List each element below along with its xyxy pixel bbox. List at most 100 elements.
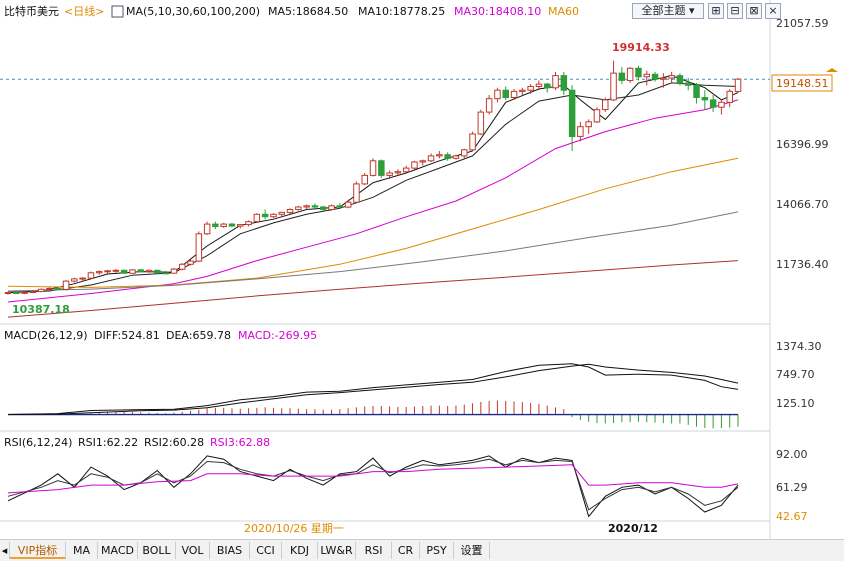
rsi-line-rsi3 <box>7 464 739 494</box>
candle-body <box>112 269 120 272</box>
tab-cci[interactable]: CCI <box>250 542 282 559</box>
candle-body <box>62 280 70 290</box>
price-tick: 21057.59 <box>776 17 829 30</box>
tab-bias[interactable]: BIAS <box>210 542 250 559</box>
candle-body <box>129 269 136 274</box>
candle-body <box>676 75 684 84</box>
ma-toggle-icon[interactable] <box>111 5 124 18</box>
ma30-value: MA30:18408.10 <box>454 5 541 18</box>
candle-body <box>701 97 709 101</box>
candle-body <box>87 272 95 279</box>
candle-body <box>79 277 86 280</box>
candle-body <box>477 111 485 135</box>
macd-tick: 1374.30 <box>776 340 822 353</box>
candle-body <box>510 90 518 99</box>
candle-body <box>651 73 659 80</box>
instrument-title: 比特币美元 <box>4 4 59 18</box>
candle-body <box>96 271 103 274</box>
macd-diff: DIFF:524.81 <box>94 329 160 342</box>
candle-body <box>328 205 335 211</box>
tab-vip[interactable]: VIP指标 <box>10 542 66 559</box>
candle-body <box>353 183 360 203</box>
settings-icon[interactable]: ⊠ <box>746 3 762 19</box>
tab-scroll-left[interactable]: ◂ <box>0 542 10 559</box>
candle-body <box>195 233 203 262</box>
candle-body <box>693 84 700 99</box>
candle-body <box>734 78 742 92</box>
candle-body <box>685 82 692 86</box>
candle-body <box>286 209 294 213</box>
candle-body <box>469 133 476 151</box>
tab-vol[interactable]: VOL <box>176 542 210 559</box>
rsi-panel[interactable] <box>7 455 739 518</box>
price-panel[interactable] <box>0 60 770 318</box>
period-label[interactable]: <日线> <box>64 4 104 18</box>
candle-body <box>485 98 493 113</box>
rsi3-value: RSI3:62.88 <box>210 436 270 449</box>
ma-line-ma60 <box>7 157 739 288</box>
rsi1-value: RSI1:62.22 <box>78 436 138 449</box>
ma-line-ma100 <box>7 211 739 292</box>
price-arrow-icon <box>826 68 838 72</box>
candle-body <box>278 211 285 215</box>
tab-psy[interactable]: PSY <box>420 542 454 559</box>
tab-lwr[interactable]: LW&R <box>318 542 356 559</box>
candle-body <box>519 89 526 92</box>
candle-body <box>527 86 534 91</box>
candle-body <box>660 77 667 80</box>
current-price: 19148.51 <box>776 77 829 90</box>
macd-tick: 749.70 <box>776 368 815 381</box>
candle-body <box>187 260 194 265</box>
current-price-box <box>771 74 833 92</box>
candle-body <box>29 291 37 293</box>
candle-body <box>452 155 460 159</box>
candle-body <box>4 292 12 294</box>
candle-body <box>320 206 327 210</box>
tab-boll[interactable]: BOLL <box>138 542 176 559</box>
candle-body <box>544 83 551 89</box>
close-icon[interactable]: × <box>765 3 781 19</box>
candle-body <box>668 75 675 79</box>
candle-body <box>203 223 211 235</box>
grid-icon[interactable]: ⊞ <box>708 3 724 19</box>
candle-body <box>411 161 418 169</box>
candle-body <box>577 126 584 137</box>
price-tick: 16396.99 <box>776 138 829 151</box>
macd-value: MACD:-269.95 <box>238 329 317 342</box>
macd-line-dea <box>7 363 739 415</box>
tab-rsi[interactable]: RSI <box>356 542 392 559</box>
rsi-line-rsi2 <box>7 458 739 511</box>
macd-panel[interactable] <box>7 363 739 429</box>
candle-body <box>253 213 261 223</box>
candle-body <box>626 67 634 82</box>
candle-body <box>162 272 169 275</box>
candle-body <box>427 155 435 162</box>
candle-body <box>237 224 244 227</box>
tab-settings[interactable]: 设置 <box>454 542 490 559</box>
candle-body <box>535 83 543 87</box>
candle-body <box>394 171 402 174</box>
tab-kdj[interactable]: KDJ <box>282 542 318 559</box>
candle-body <box>303 205 310 208</box>
tab-ma[interactable]: MA <box>66 542 98 559</box>
candle-body <box>552 75 559 89</box>
rsi2-value: RSI2:60.28 <box>144 436 204 449</box>
chevron-down-icon: ▾ <box>688 4 695 17</box>
candle-body <box>21 291 28 294</box>
candle-body <box>585 121 592 128</box>
macd-label: MACD(26,12,9) <box>4 329 88 342</box>
ma10-value: MA10:18778.25 <box>358 5 445 18</box>
candle-body <box>444 154 451 159</box>
theme-select[interactable]: 全部主题 ▾ <box>632 3 704 19</box>
candle-body <box>568 89 576 137</box>
candle-body <box>635 67 642 78</box>
tab-cr[interactable]: CR <box>392 542 420 559</box>
cursor-date: 2020/10/26 星期一 <box>244 522 344 535</box>
tab-macd[interactable]: MACD <box>98 542 138 559</box>
candle-body <box>46 287 53 290</box>
price-tick: 11736.40 <box>776 258 829 271</box>
minimize-icon[interactable]: ⊟ <box>727 3 743 19</box>
macd-line-diff <box>7 363 739 415</box>
candle-body <box>220 223 227 228</box>
